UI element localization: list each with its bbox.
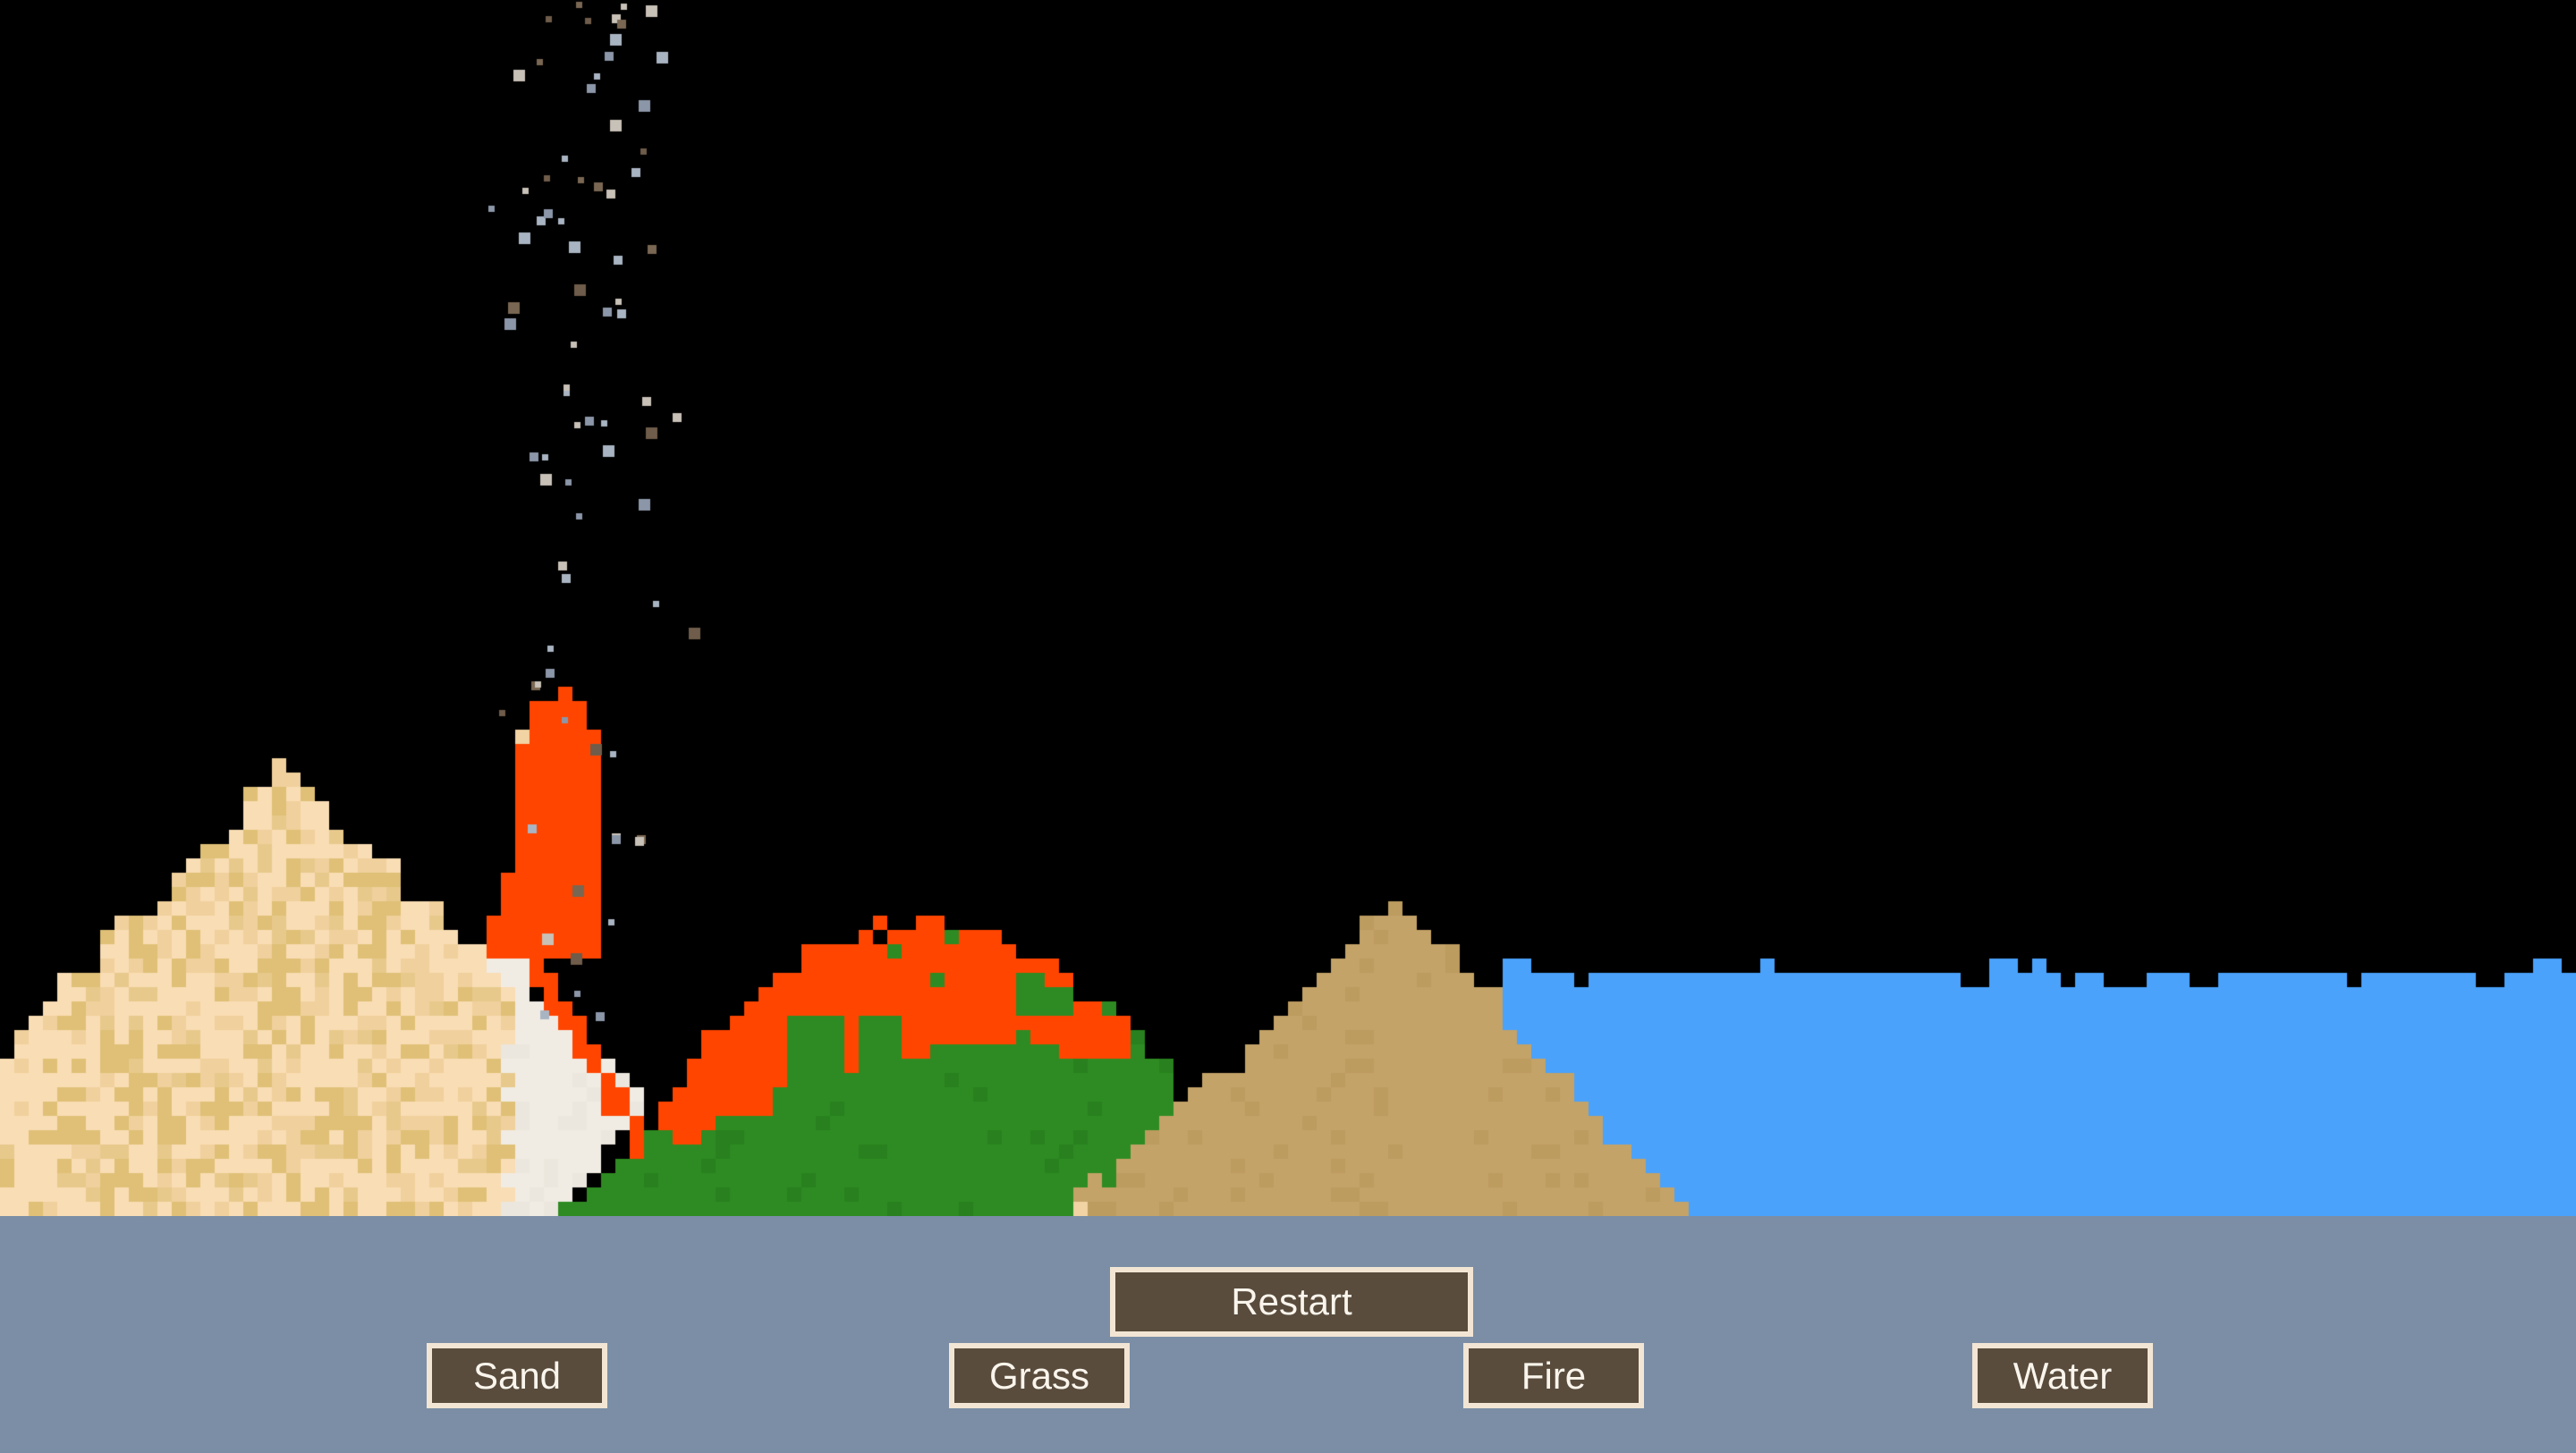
toolbar: Restart Sand Grass Fire Water [0,1216,2576,1453]
playfield-canvas[interactable] [0,0,2576,1216]
grass-button[interactable]: Grass [949,1343,1130,1408]
sand-button[interactable]: Sand [427,1343,607,1408]
fire-button[interactable]: Fire [1463,1343,1644,1408]
restart-button[interactable]: Restart [1110,1267,1473,1337]
water-button[interactable]: Water [1972,1343,2153,1408]
